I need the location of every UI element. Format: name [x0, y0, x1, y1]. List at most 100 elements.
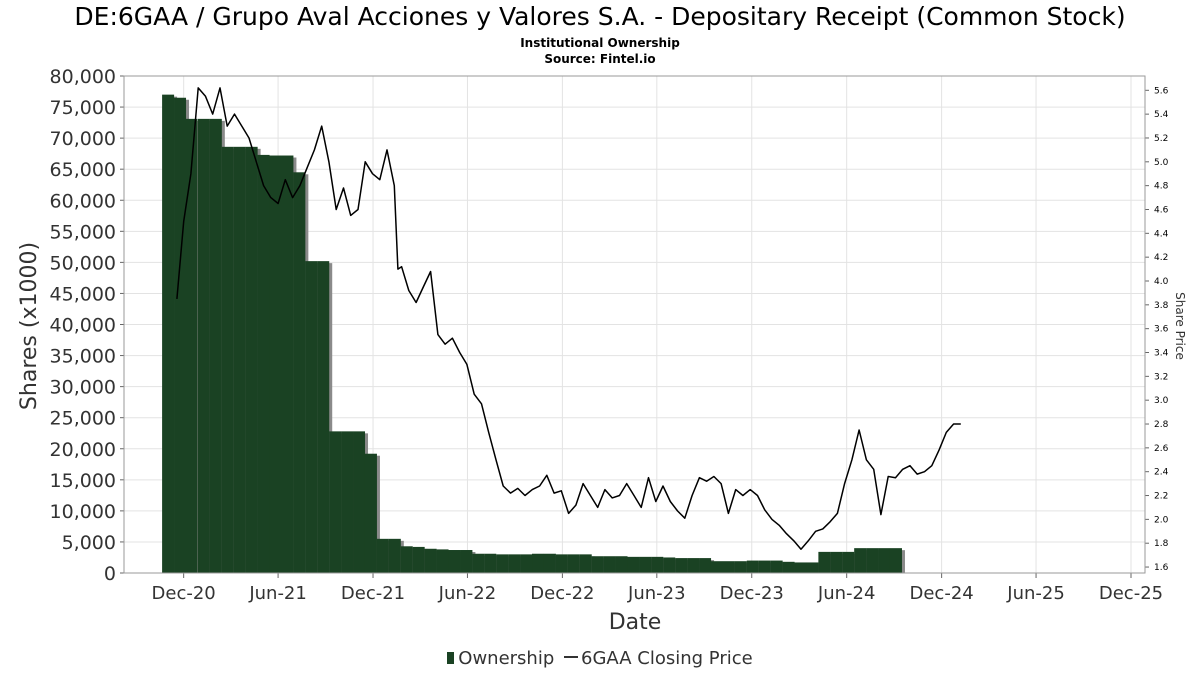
ownership-bar [532, 553, 545, 573]
ownership-bar [257, 154, 270, 573]
x-tick-label: Jun-25 [1006, 583, 1065, 604]
ownership-bar [663, 557, 676, 573]
y2-tick-label: 3.8 [1154, 301, 1169, 311]
y-tick-label: 30,000 [50, 377, 116, 399]
ownership-bar [197, 118, 210, 574]
y-tick-label: 5,000 [62, 532, 116, 554]
y2-tick-label: 2.2 [1154, 492, 1168, 502]
axis-layer: 0 5,000 10,000 15,000 20,000 25,000 30,000 35,0… [50, 66, 1169, 604]
ownership-bar [782, 561, 795, 573]
ownership-bar [818, 551, 831, 573]
y-tick-label: 40,000 [50, 315, 116, 337]
bar-layer [162, 94, 905, 574]
ownership-bar [400, 546, 413, 573]
ownership-bar [830, 551, 843, 573]
ownership-bar [353, 431, 366, 573]
ownership-bar [305, 261, 318, 573]
y2-tick-label: 5.2 [1154, 134, 1168, 144]
ownership-bar [376, 538, 389, 573]
y-axis-label: Shares (x1000) [17, 242, 42, 410]
y2-axis-label: Share Price [1173, 292, 1187, 360]
ownership-bar [436, 549, 449, 573]
ownership-bar [364, 453, 377, 573]
x-tick-label: Dec-24 [910, 583, 974, 604]
ownership-bar [472, 553, 485, 573]
y-tick-label: 10,000 [50, 501, 116, 523]
x-tick-label: Jun-21 [248, 583, 307, 604]
ownership-bar [281, 155, 294, 573]
y2-tick-label: 4.2 [1154, 253, 1168, 263]
ownership-bar [162, 94, 175, 573]
ownership-bar [233, 146, 246, 573]
ownership-bar [388, 538, 401, 573]
ownership-bar [341, 431, 354, 573]
ownership-bar [770, 560, 783, 573]
ownership-bar [734, 561, 747, 573]
line-layer [176, 87, 961, 550]
ownership-bar [543, 553, 556, 573]
y2-tick-label: 2.6 [1154, 444, 1169, 454]
ownership-bar [794, 562, 807, 573]
ownership-bar [675, 558, 688, 573]
y-tick-label: 65,000 [50, 159, 116, 181]
y-tick-label: 60,000 [50, 190, 116, 212]
ownership-bar [651, 556, 664, 573]
ownership-bar [269, 155, 282, 573]
ownership-bar [842, 551, 855, 573]
x-tick-label: Dec-23 [720, 583, 784, 604]
chart-subtitle: Institutional Ownership [520, 36, 680, 50]
y-tick-label: 55,000 [50, 221, 116, 243]
y2-tick-label: 5.0 [1154, 158, 1169, 168]
ownership-bar [591, 556, 604, 573]
ownership-bar [639, 556, 652, 573]
y-tick-label: 75,000 [50, 97, 116, 119]
ownership-bar [699, 558, 712, 573]
y2-tick-label: 4.8 [1154, 182, 1169, 192]
plot-frame [123, 75, 1146, 574]
ownership-bar [579, 554, 592, 573]
y2-tick-label: 3.0 [1154, 396, 1169, 406]
legend-line-swatch [564, 656, 579, 658]
legend-label-ownership: Ownership [458, 648, 555, 669]
legend: Ownership 6GAA Closing Price [0, 648, 1200, 669]
y2-tick-label: 2.4 [1154, 468, 1169, 478]
y2-tick-label: 1.8 [1154, 539, 1169, 549]
ownership-bar [448, 550, 461, 573]
x-tick-label: Dec-20 [152, 583, 216, 604]
y-tick-label: 45,000 [50, 283, 116, 305]
y2-tick-label: 4.4 [1154, 229, 1169, 239]
ownership-bar [412, 546, 425, 573]
x-tick-label: Dec-22 [530, 583, 594, 604]
legend-item-ownership: Ownership [447, 648, 554, 669]
y-tick-label: 70,000 [50, 128, 116, 150]
ownership-bar [722, 561, 735, 573]
ownership-bar [854, 548, 867, 573]
legend-item-price: 6GAA Closing Price [564, 648, 753, 669]
x-tick-label: Dec-25 [1099, 583, 1163, 604]
ownership-bar [889, 548, 902, 573]
ownership-bar [615, 556, 628, 573]
ownership-bar [627, 556, 640, 573]
ownership-bar [567, 554, 580, 573]
y-tick-label: 20,000 [50, 439, 116, 461]
ownership-bar [209, 118, 222, 574]
y2-tick-label: 3.4 [1154, 349, 1169, 359]
y2-tick-label: 2.8 [1154, 420, 1169, 430]
ownership-bar [710, 561, 723, 573]
price-line [176, 87, 961, 550]
ownership-bar [484, 553, 497, 573]
legend-label-price: 6GAA Closing Price [581, 648, 753, 669]
x-tick-label: Dec-21 [341, 583, 405, 604]
ownership-bar [424, 548, 437, 573]
x-tick-label: Jun-22 [438, 583, 497, 604]
chart-source: Source: Fintel.io [544, 52, 656, 66]
y-tick-label: 50,000 [50, 252, 116, 274]
x-tick-label: Jun-24 [817, 583, 876, 604]
y2-tick-label: 2.0 [1154, 515, 1169, 525]
chart-title: DE:6GAA / Grupo Aval Acciones y Valores … [74, 2, 1126, 31]
ownership-bar [603, 556, 616, 573]
ownership-bar [687, 558, 700, 573]
y-tick-label: 35,000 [50, 346, 116, 368]
ownership-bar [758, 560, 771, 573]
y2-tick-label: 4.6 [1154, 205, 1169, 215]
